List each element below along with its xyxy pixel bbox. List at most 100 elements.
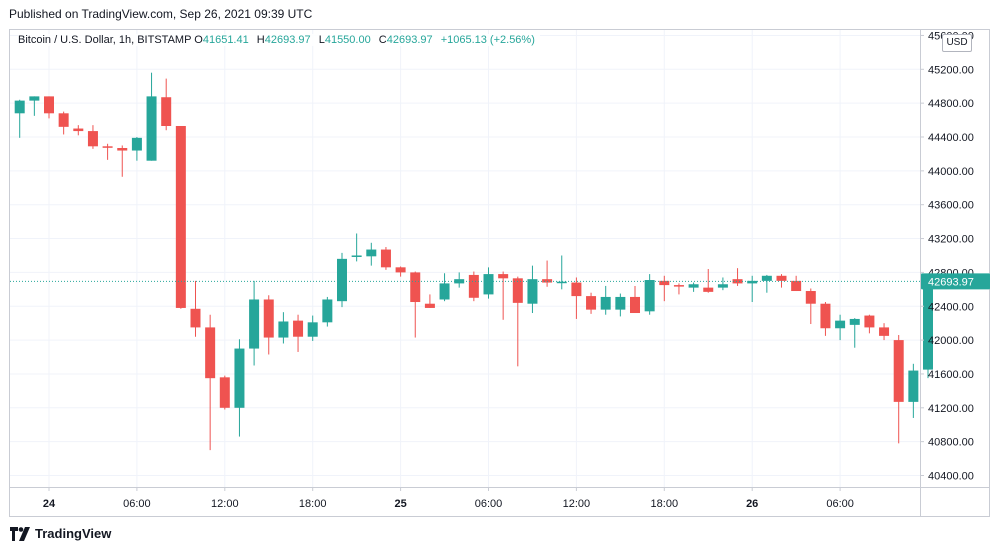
x-tick-label: 24: [43, 498, 56, 510]
candle-down: [293, 314, 304, 352]
candle-up: [439, 273, 450, 302]
candle-body: [58, 113, 69, 127]
candle-up: [688, 282, 699, 292]
candle-body: [73, 128, 84, 132]
close-value: 42693.97: [386, 34, 433, 46]
candle-up: [249, 280, 260, 366]
candle-down: [512, 276, 523, 367]
candle-body: [219, 377, 230, 408]
candle-body: [424, 303, 435, 308]
candle-body: [512, 278, 523, 303]
candle-body: [468, 274, 479, 298]
candle-body: [337, 258, 347, 302]
candle-down: [190, 280, 201, 337]
candle-body: [732, 279, 743, 284]
low-key: L: [318, 34, 325, 46]
candle-up: [337, 252, 347, 308]
candle-down: [263, 295, 274, 355]
x-tick-label: 06:00: [475, 498, 503, 510]
candle-down: [791, 275, 802, 292]
candle-body: [498, 274, 509, 279]
candle-body: [380, 249, 391, 268]
candle-down: [205, 314, 216, 451]
x-tick-label: 25: [394, 498, 406, 510]
x-tick-label: 06:00: [123, 498, 151, 510]
candle-up: [131, 137, 142, 161]
candle-body: [761, 275, 772, 281]
candle-body: [44, 96, 54, 114]
x-tick-label: 18:00: [651, 498, 679, 510]
candle-body: [483, 274, 494, 295]
candle-body: [307, 322, 318, 337]
high-key: H: [256, 34, 265, 46]
candle-body: [600, 296, 611, 310]
candle-down: [468, 271, 479, 302]
candle-body: [659, 280, 670, 286]
y-tick-label: 42400.00: [928, 301, 974, 313]
y-tick-label: 41200.00: [928, 403, 974, 415]
candle-body: [893, 340, 904, 402]
candle-body: [102, 146, 113, 148]
candle-down: [805, 288, 816, 325]
candles-layer: [14, 72, 933, 451]
candle-up: [351, 233, 362, 262]
candle-up: [278, 312, 289, 344]
candle-down: [659, 275, 670, 302]
candle-up: [527, 265, 538, 314]
candle-down: [630, 285, 640, 314]
open-key: O: [194, 34, 203, 46]
y-tick-label: 42000.00: [928, 335, 974, 347]
chart-frame: [9, 29, 990, 517]
currency-button[interactable]: USD: [942, 34, 972, 52]
last-price-label: 42693.97: [928, 276, 974, 288]
change-value: +1065.13 (+2.56%): [440, 34, 535, 46]
candle-down: [571, 277, 582, 319]
candle-body: [717, 284, 728, 288]
last-price-layer: 42693.97: [10, 273, 990, 290]
candle-body: [366, 249, 377, 257]
candle-body: [703, 287, 714, 292]
candle-body: [908, 370, 919, 402]
candle-body: [439, 283, 450, 300]
y-tick-label: 43200.00: [928, 234, 974, 246]
candle-down: [395, 266, 406, 277]
open-value: 41651.41: [202, 34, 249, 46]
candle-down: [87, 125, 98, 149]
candle-up: [322, 296, 333, 327]
candle-up: [835, 314, 846, 341]
candle-body: [278, 321, 289, 338]
candle-up: [615, 293, 626, 317]
candle-up: [747, 275, 758, 303]
candle-body: [615, 296, 626, 310]
candle-body: [293, 320, 304, 337]
candle-body: [146, 96, 157, 161]
candle-down: [380, 247, 391, 270]
x-tick-label: 12:00: [563, 498, 591, 510]
candle-body: [454, 279, 465, 284]
candle-body: [395, 267, 406, 273]
candle-body: [175, 125, 186, 308]
x-tick-label: 06:00: [826, 498, 854, 510]
candle-up: [14, 99, 25, 138]
candle-body: [864, 315, 875, 328]
candle-body: [776, 275, 787, 281]
low-value: 41550.00: [324, 34, 371, 46]
candle-body: [249, 299, 260, 349]
candle-up: [307, 315, 318, 341]
y-tick-label: 41600.00: [928, 369, 974, 381]
x-tick-label: 18:00: [299, 498, 327, 510]
candle-body: [879, 327, 890, 336]
candle-body: [117, 148, 128, 151]
x-tick-label: 12:00: [211, 498, 239, 510]
tradingview-brand[interactable]: TradingView: [10, 526, 111, 541]
candle-body: [234, 348, 245, 408]
y-tick-label: 40400.00: [928, 471, 974, 483]
candle-body: [630, 296, 640, 314]
candle-up: [600, 285, 611, 315]
candle-body: [205, 327, 216, 379]
candle-down: [44, 96, 54, 119]
candle-body: [29, 96, 40, 101]
candle-up: [454, 272, 465, 288]
candle-body: [571, 282, 582, 297]
